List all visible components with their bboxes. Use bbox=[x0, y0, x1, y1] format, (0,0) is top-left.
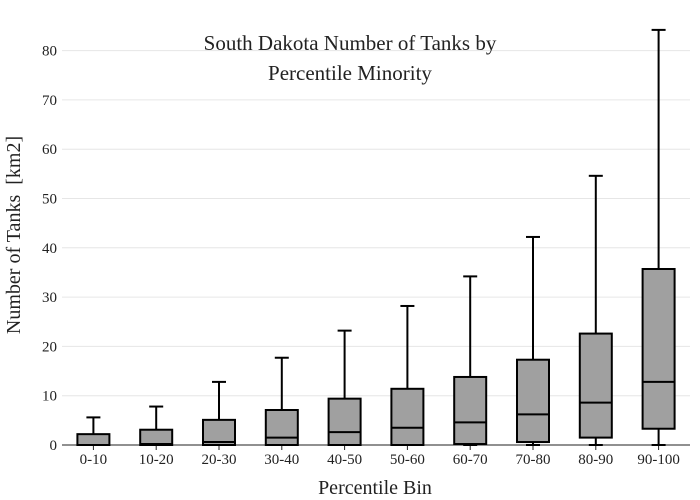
x-tick-label: 10-20 bbox=[139, 452, 174, 468]
x-tick-label: 90-100 bbox=[637, 452, 680, 468]
y-tick-label: 0 bbox=[50, 438, 58, 454]
box-0-10 bbox=[76, 416, 111, 446]
box-iqr bbox=[453, 375, 488, 446]
y-tick-label: 30 bbox=[42, 290, 57, 306]
box-90-100 bbox=[641, 28, 676, 446]
y-tick-label: 80 bbox=[42, 44, 57, 60]
y-tick-label: 10 bbox=[42, 389, 57, 405]
y-axis-label: Number of Tanks [km2] bbox=[3, 136, 25, 334]
box-50-60 bbox=[390, 304, 425, 447]
y-tick-label: 50 bbox=[42, 192, 57, 208]
box-30-40 bbox=[264, 356, 299, 447]
box-20-30 bbox=[202, 380, 236, 446]
chart-title-line-1: South Dakota Number of Tanks by bbox=[204, 31, 497, 55]
box-iqr bbox=[139, 428, 174, 447]
x-tick-label: 40-50 bbox=[327, 452, 362, 468]
x-tick-label: 60-70 bbox=[453, 452, 488, 468]
x-tick-label: 50-60 bbox=[390, 452, 425, 468]
box-iqr bbox=[578, 332, 613, 439]
y-tick-label: 20 bbox=[42, 339, 57, 355]
x-tick-label: 0-10 bbox=[80, 452, 108, 468]
box-iqr bbox=[327, 397, 362, 446]
y-tick-labels: 0 10 20 30 40 50 60 70 80 bbox=[42, 44, 57, 454]
box-iqr bbox=[264, 408, 299, 447]
x-tick-label: 30-40 bbox=[264, 452, 299, 468]
y-tick-label: 60 bbox=[42, 142, 57, 158]
box-60-70 bbox=[453, 275, 488, 446]
grid-lines bbox=[62, 50, 690, 397]
box-iqr bbox=[516, 358, 550, 444]
boxes bbox=[76, 28, 676, 447]
box-70-80 bbox=[516, 235, 550, 446]
y-tick-label: 70 bbox=[42, 93, 57, 109]
box-10-20 bbox=[139, 405, 174, 447]
y-tick-label: 40 bbox=[42, 241, 57, 257]
x-tick-label: 70-80 bbox=[516, 452, 551, 468]
box-iqr bbox=[76, 433, 111, 446]
box-iqr bbox=[641, 267, 676, 430]
box-iqr bbox=[202, 418, 236, 446]
x-tick-labels: 0-10 10-20 20-30 30-40 40-50 50-60 60-70 70-80 8… bbox=[80, 452, 680, 468]
box-40-50 bbox=[327, 329, 362, 446]
box-80-90 bbox=[578, 174, 613, 446]
box-iqr bbox=[390, 387, 425, 447]
x-axis-label: Percentile Bin bbox=[318, 477, 432, 499]
x-tick-label: 80-90 bbox=[578, 452, 613, 468]
chart-title-line-2: Percentile Minority bbox=[268, 61, 432, 85]
x-tick-label: 20-30 bbox=[202, 452, 237, 468]
